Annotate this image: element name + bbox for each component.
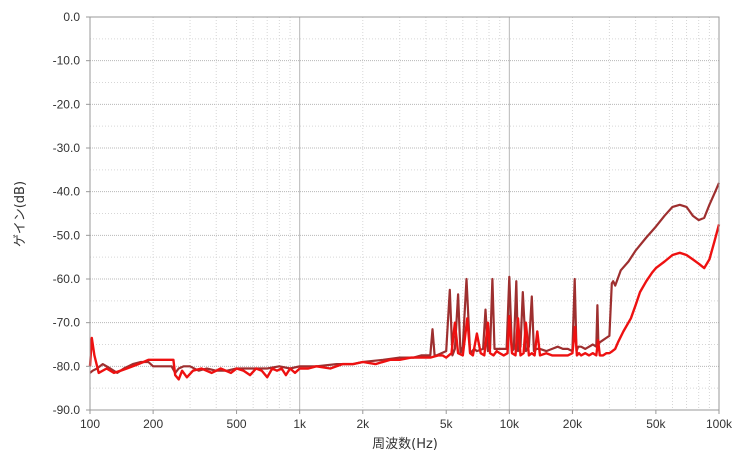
y-tick-label: -50.0 bbox=[53, 228, 81, 242]
plot-frame bbox=[89, 16, 720, 411]
x-tick-label: 100k bbox=[706, 417, 733, 431]
y-tick-label: 0.0 bbox=[63, 10, 80, 24]
x-tick-label: 100 bbox=[80, 417, 100, 431]
series-lines bbox=[88, 182, 721, 381]
x-axis-title: 周波数(Hz) bbox=[372, 437, 438, 452]
y-tick-label: -40.0 bbox=[53, 185, 81, 199]
series-line-bright bbox=[88, 224, 721, 381]
y-tick-label: -30.0 bbox=[53, 141, 81, 155]
y-tick-label: -90.0 bbox=[53, 403, 81, 417]
axes: 0.0 -10.0 -20.0 -30.0 -40.0 -50.0 -60.0 -70.0 -8… bbox=[53, 10, 733, 431]
x-tick-label: 50k bbox=[646, 417, 666, 431]
y-tick-label: -70.0 bbox=[53, 316, 81, 330]
x-tick-label: 500 bbox=[227, 417, 247, 431]
x-tick-label: 10k bbox=[500, 417, 520, 431]
y-tick-label: -60.0 bbox=[53, 272, 81, 286]
y-tick-label: -20.0 bbox=[53, 97, 81, 111]
x-tick-label: 20k bbox=[563, 417, 583, 431]
y-axis-title: ゲイン(dB) bbox=[13, 181, 28, 247]
x-tick-label: 1k bbox=[293, 417, 307, 431]
y-tick-label: -10.0 bbox=[53, 54, 81, 68]
grid bbox=[89, 16, 720, 411]
x-tick-label: 5k bbox=[440, 417, 454, 431]
y-tick-label: -80.0 bbox=[53, 359, 81, 373]
x-tick-label: 200 bbox=[143, 417, 163, 431]
x-tick-label: 2k bbox=[356, 417, 370, 431]
series-line-dark bbox=[89, 182, 721, 374]
